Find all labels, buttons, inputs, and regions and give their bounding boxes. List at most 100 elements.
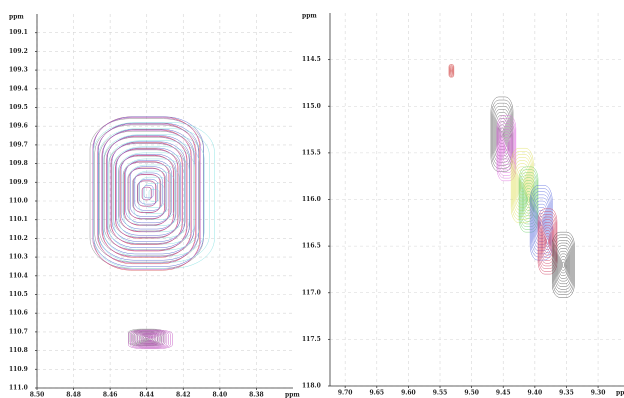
x-tick-label: 9.60: [401, 390, 416, 397]
y-tick-label: 110.4: [9, 272, 28, 279]
contour-level: [123, 161, 170, 226]
contour-level: [98, 128, 210, 263]
contour-level: [510, 147, 534, 224]
contours: [89, 116, 215, 349]
contour-level: [498, 120, 515, 176]
contour-level: [115, 148, 178, 239]
contour-level: [142, 336, 158, 343]
contour-level: [499, 126, 513, 171]
y-tick-label: 110.3: [9, 254, 28, 261]
y-tick-label: 116.5: [302, 243, 321, 250]
contour-level: [131, 330, 163, 345]
contour-level: [496, 115, 508, 154]
contour-level: [102, 129, 192, 258]
contour-level: [128, 329, 173, 349]
contour-level: [139, 178, 158, 205]
x-tick-label: 9.45: [496, 390, 511, 397]
y-tick-label: 110.1: [9, 216, 28, 223]
y-tick-label: 115.5: [302, 149, 321, 156]
x-tick-label: 9.70: [338, 390, 353, 397]
contour-level: [540, 216, 555, 267]
contour-level: [101, 130, 192, 257]
contour-level: [502, 137, 510, 160]
contour-level: [122, 162, 171, 225]
contour-level: [503, 139, 510, 157]
contour-level: [135, 332, 166, 346]
x-tick-label: 9.55: [433, 390, 448, 397]
contour-level: [110, 142, 183, 245]
y-tick-label: 116.0: [302, 196, 321, 203]
contour-level: [559, 253, 568, 276]
contour-level: [107, 135, 190, 248]
contour-level: [106, 136, 188, 251]
contour-level: [545, 235, 550, 248]
contour-level: [131, 331, 169, 348]
y-tick-label: 109.7: [9, 141, 28, 148]
contour-level: [139, 334, 162, 345]
contour-level: [103, 134, 205, 257]
contour-level: [561, 259, 566, 271]
x-tick-label: 8.48: [66, 392, 81, 398]
contour-level: [120, 154, 177, 230]
y-tick-label: 110.6: [9, 310, 28, 317]
y-tick-label: 109.2: [9, 48, 28, 55]
contour-level: [521, 174, 536, 225]
contour-level: [111, 141, 186, 242]
contour-level: [497, 118, 516, 179]
y-tick-label: 117.5: [302, 336, 321, 343]
contour-level: [523, 182, 534, 217]
contour-level: [143, 182, 165, 208]
contour-level: [124, 161, 170, 226]
y-tick-label: 118.0: [302, 383, 321, 390]
contour-level: [133, 332, 168, 347]
contour-level: [518, 166, 539, 233]
contour-level: [106, 135, 187, 252]
contour-level: [148, 338, 153, 341]
contour-level: [544, 233, 551, 250]
contour-level: [525, 188, 532, 211]
y-tick-label: 109.1: [9, 29, 28, 36]
x-tick-label: 8.38: [249, 392, 264, 398]
contour-level: [92, 117, 201, 270]
contour-level: [527, 196, 530, 203]
y-tick-label: 110.7: [9, 328, 28, 335]
y-tick-label: 115.0: [302, 103, 321, 110]
contour-level: [544, 230, 551, 253]
contour-level: [130, 330, 171, 349]
contour-level: [502, 134, 511, 163]
y-tick-label: 110.0: [9, 198, 28, 205]
contour-level: [111, 142, 183, 245]
contour-level: [133, 170, 175, 220]
contour-level: [141, 186, 152, 201]
y-axis-label: ppm: [302, 13, 317, 20]
y-axis-label: ppm: [9, 14, 24, 21]
contour-level: [505, 145, 508, 152]
contour-level: [512, 154, 532, 217]
contour-level: [521, 177, 536, 222]
contour-level: [562, 261, 565, 268]
contour-level: [119, 155, 174, 232]
contour-level: [125, 160, 172, 224]
contour-level: [500, 128, 513, 168]
contour-level: [132, 174, 161, 213]
contour-level: [137, 333, 164, 346]
y-tick-label: 110.8: [9, 347, 28, 354]
contour-level: [127, 168, 166, 219]
contour-level: [494, 109, 510, 160]
contour-level: [123, 158, 185, 233]
x-axis-label: ppm: [616, 390, 624, 397]
contour-level: [146, 337, 155, 342]
contour-level: [554, 240, 572, 290]
y-tick-label: 110.5: [9, 291, 28, 298]
x-axis-label: ppm: [285, 392, 300, 398]
contour-level: [529, 185, 553, 261]
y-tick-label: 117.0: [302, 289, 321, 296]
contour-level: [93, 122, 215, 269]
contour-level: [496, 115, 517, 182]
contour-level: [525, 191, 532, 208]
contour-level: [114, 149, 179, 238]
contour-level: [546, 238, 549, 245]
contour-level: [134, 172, 163, 211]
contour-level: [556, 245, 571, 285]
contour-level: [499, 123, 514, 173]
